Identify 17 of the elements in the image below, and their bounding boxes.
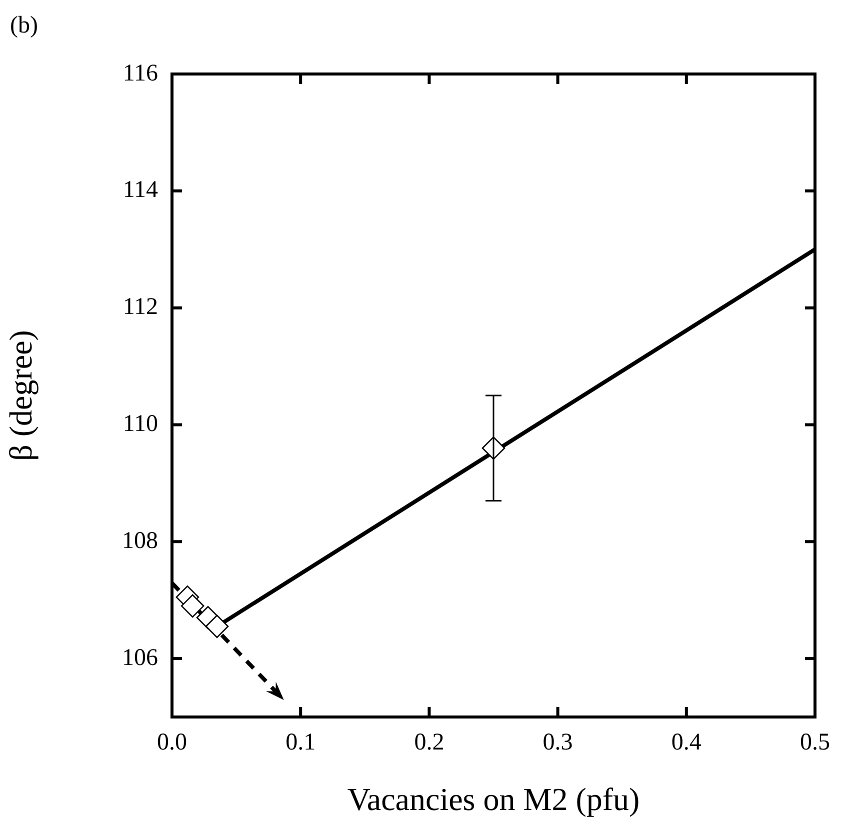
- y-tick-label: 110: [122, 411, 158, 438]
- y-tick-label: 112: [122, 294, 158, 320]
- point: [180, 594, 204, 618]
- x-axis-title: Vacancies on M2 (pfu): [347, 781, 640, 818]
- y-tick-label: 108: [122, 528, 158, 554]
- y-tick-label: 116: [122, 60, 158, 86]
- x-tick-label: 0.1: [286, 730, 316, 756]
- x-tick-label: 0.0: [157, 730, 187, 756]
- y-tick-label: 114: [122, 177, 158, 204]
- x-tick-label: 0.5: [800, 730, 830, 756]
- point: [205, 614, 229, 638]
- chart-title: (b): [10, 12, 38, 38]
- x-tick-label: 0.3: [542, 730, 573, 756]
- x-tick-label: 0.2: [414, 730, 444, 756]
- x-tick-label: 0.4: [671, 730, 702, 756]
- y-tick-label: 106: [122, 644, 158, 671]
- y-axis-title: β (degree): [2, 330, 39, 461]
